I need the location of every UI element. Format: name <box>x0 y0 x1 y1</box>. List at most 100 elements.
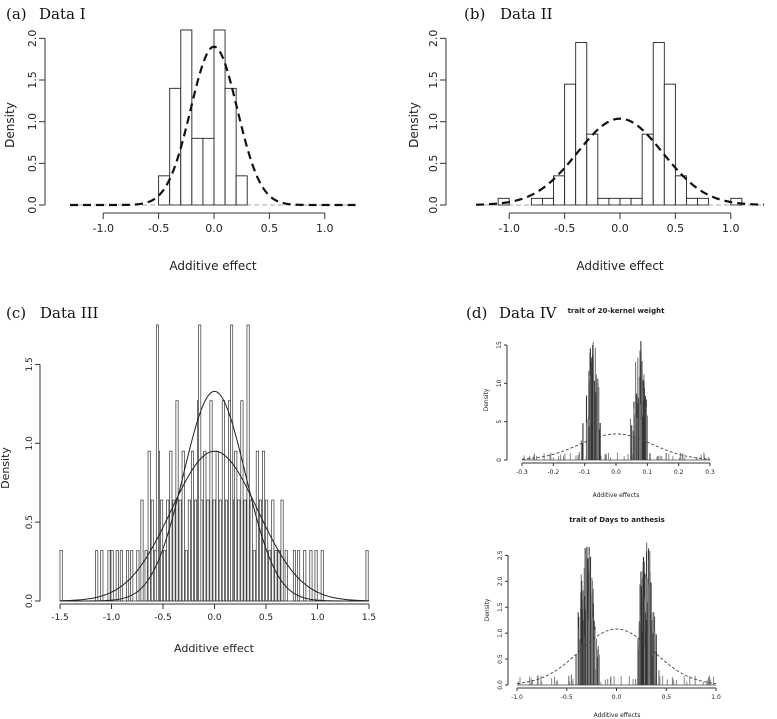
panel-b-ylabel: Density <box>407 102 421 148</box>
panel-a-y-tick-label: 0.0 <box>26 196 39 214</box>
panel-a-x-tick-label: -1.0 <box>92 222 113 235</box>
panel-c-bar <box>274 550 278 602</box>
panel-c-bar <box>206 499 210 602</box>
panel-d1-y-tick-label: 15 <box>496 341 503 349</box>
panel-d2-y-tick-label: 1.5 <box>497 602 504 612</box>
panel-c: (c) Data III Additive effect Density -1.… <box>0 304 376 655</box>
panel-c-x-tick-label: 0.5 <box>259 613 273 623</box>
panel-c-bar <box>119 550 123 602</box>
panel-c-bar <box>198 324 202 602</box>
panel-a-x-tick-label: 1.0 <box>316 222 334 235</box>
panel-c-bar <box>140 499 144 602</box>
panel-c-bar <box>150 499 154 602</box>
panel-c-x-tick-label: -0.5 <box>154 613 172 623</box>
panel-a-bar <box>202 137 215 206</box>
panel-b-bar <box>674 175 687 206</box>
panel-d1-density-curve <box>521 433 711 460</box>
panel-b-bar <box>630 197 643 206</box>
panel-a-y-tick-label: 2.0 <box>26 30 39 48</box>
panel-d1-subtitle: trait of 20-kernel weight <box>568 307 665 315</box>
panel-c-bar <box>212 499 216 602</box>
panel-c-bar <box>203 450 207 602</box>
panel-b-title: Data II <box>500 5 553 23</box>
panel-a-x-tick-label: 0.0 <box>205 222 223 235</box>
panel-c-x-tick-label: 0.0 <box>207 613 222 623</box>
panel-d1-y-tick-label: 10 <box>496 379 503 387</box>
panel-b-y-tick-label: 1.0 <box>427 113 440 130</box>
panel-a-bar <box>235 175 248 206</box>
panel-a-bar <box>213 29 226 206</box>
panel-d1-y-tick-label: 5 <box>496 420 503 424</box>
panel-b-x-tick-label: 0.5 <box>667 222 685 235</box>
panel-b-bar <box>530 197 543 206</box>
panel-c-bar <box>194 499 198 602</box>
panel-c-bar <box>284 550 288 602</box>
panel-d2-subtitle: trait of Days to anthesis <box>569 516 665 524</box>
panel-d2-x-tick-label: -0.5 <box>561 694 573 701</box>
panel-c-bar <box>234 450 238 602</box>
panel-d2-y-tick-label: 2.0 <box>497 576 504 586</box>
panel-d2: trait of Days to anthesis Additive effec… <box>484 516 721 719</box>
panel-d1-x-tick-label: 0.0 <box>611 469 621 476</box>
panel-c-density-curve <box>59 450 370 602</box>
panel-d2-y-tick-label: 0.0 <box>497 680 504 690</box>
panel-b-bar <box>575 42 588 206</box>
panel-b-density-curve <box>475 117 765 206</box>
panel-c-bar <box>155 324 159 602</box>
panel-c-bar <box>115 550 119 602</box>
panel-b-bar <box>663 83 676 206</box>
panel-d1-x-tick-label: 0.1 <box>643 469 653 476</box>
panel-b-bar <box>564 83 577 206</box>
panel-c-bar <box>314 550 318 602</box>
panel-d1-x-tick-label: -0.3 <box>516 469 528 476</box>
panel-d1-x-tick-label: 0.2 <box>674 469 684 476</box>
panel-b: (b) Data II Additive effect Density -1.0… <box>407 5 765 273</box>
panel-d2-y-tick-label: 0.5 <box>497 654 504 664</box>
panel-d2-x-tick-label: 1.0 <box>711 694 721 701</box>
panel-a-bar <box>224 87 237 206</box>
panel-a-title: Data I <box>39 5 86 23</box>
panel-b-xlabel: Additive effect <box>576 259 664 273</box>
panel-a: (a) Data I Additive effect Density -1.0 -… <box>3 5 358 273</box>
panel-c-title: Data III <box>40 304 99 322</box>
panel-b-bar <box>652 42 665 206</box>
panel-c-bar <box>126 550 130 602</box>
panel-b-bar <box>697 197 710 206</box>
panel-b-x-tick-label: -0.5 <box>554 222 575 235</box>
panel-a-x-tick-label: -0.5 <box>148 222 169 235</box>
panel-c-y-tick-label: 1.5 <box>25 357 35 371</box>
panel-d2-density-curve <box>516 628 717 684</box>
panel-c-bar <box>184 550 188 602</box>
panel-c-bar <box>303 550 307 602</box>
panel-c-density-curve <box>60 390 369 602</box>
panel-b-label: (b) <box>464 5 485 23</box>
panel-d2-y-tick-label: 1.0 <box>497 628 504 638</box>
panel-d2-ylabel: Density <box>484 598 491 621</box>
panel-b-y-tick-label: 2.0 <box>427 30 440 48</box>
panel-c-xlabel: Additive effect <box>174 642 255 655</box>
panel-c-bar <box>209 400 213 602</box>
panel-a-y-tick-label: 0.5 <box>26 155 39 173</box>
panel-c-bar <box>110 550 114 602</box>
panel-a-bar <box>169 87 182 206</box>
panel-c-bar <box>309 550 313 602</box>
panel-a-bar <box>191 137 204 206</box>
panel-c-bar <box>249 499 253 602</box>
panel-d2-x-tick-label: 0.5 <box>661 694 671 701</box>
panel-d1-x-tick-label: -0.1 <box>579 469 591 476</box>
panel-d1-xlabel: Additive effects <box>593 492 640 499</box>
panel-c-label: (c) <box>6 304 26 322</box>
panel-c-bar <box>262 450 266 602</box>
panel-c-x-tick-label: 1.5 <box>362 613 376 623</box>
panel-c-bar <box>215 450 219 602</box>
panel-c-bar <box>252 550 256 602</box>
panel-b-bar <box>586 133 599 206</box>
panel-c-bar <box>237 499 241 602</box>
panel-c-y-tick-label: 0.0 <box>25 594 35 609</box>
panel-c-bar <box>297 550 301 602</box>
panel-a-ylabel: Density <box>3 102 17 148</box>
panel-c-x-tick-label: -1.5 <box>51 613 69 623</box>
panel-c-bar <box>221 400 225 602</box>
panel-c-bar <box>246 324 250 602</box>
